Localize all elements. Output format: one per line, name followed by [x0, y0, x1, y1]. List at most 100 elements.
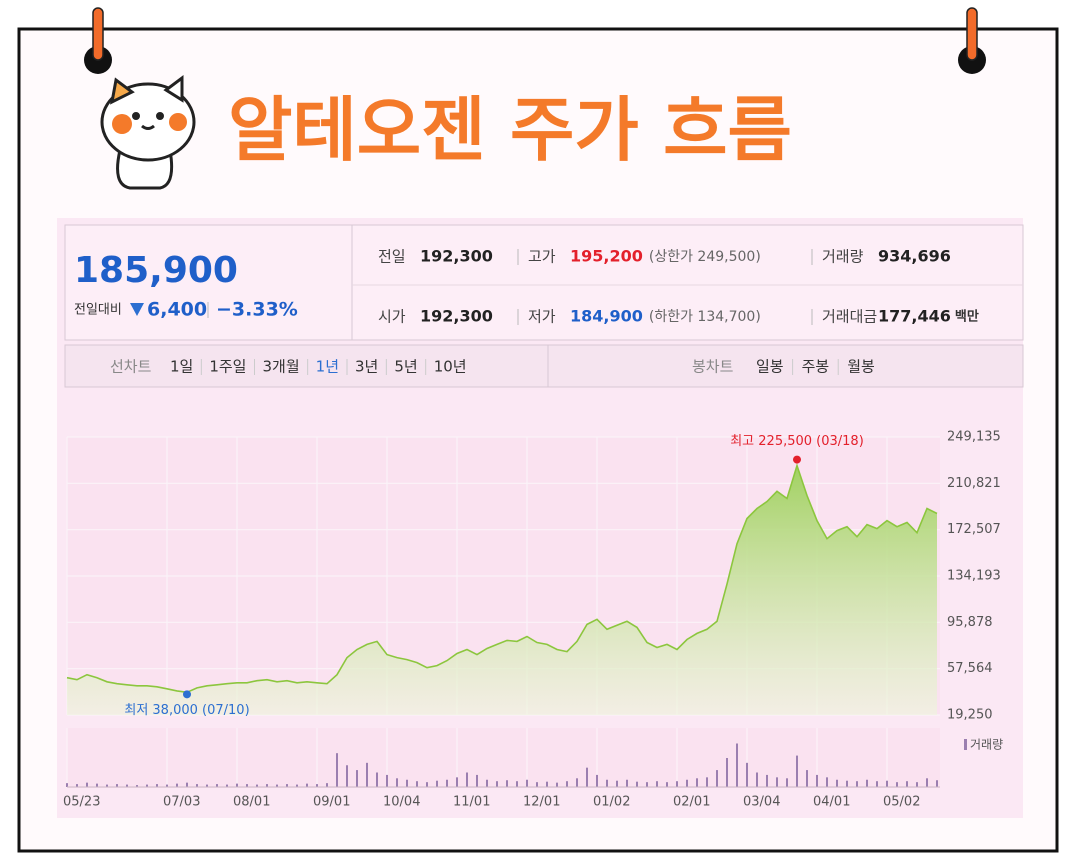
- extreme-marker: [793, 455, 801, 464]
- volume-bar: [736, 743, 738, 787]
- quote-note: (상한가 249,500): [649, 249, 761, 265]
- volume-bar: [306, 783, 308, 787]
- volume-bar: [796, 755, 798, 787]
- x-tick-label: 10/04: [383, 795, 420, 810]
- change-label: 전일대비: [74, 303, 122, 318]
- volume-bar: [346, 765, 348, 787]
- volume-bar: [356, 770, 358, 787]
- volume-bar: [576, 778, 578, 787]
- volume-bar: [406, 779, 408, 787]
- quote-label: 거래량: [822, 248, 864, 266]
- volume-bar: [666, 782, 668, 787]
- volume-bar: [496, 781, 498, 787]
- period-tab[interactable]: 1년: [316, 358, 339, 376]
- volume-bar: [936, 780, 938, 787]
- legend-swatch: [964, 739, 967, 750]
- annotation: 최저 38,000 (07/10): [124, 703, 249, 718]
- y-tick-label: 95,878: [947, 615, 993, 630]
- volume-bar: [676, 781, 678, 787]
- volume-bar: [866, 779, 868, 787]
- volume-bar: [476, 774, 478, 787]
- volume-bar: [326, 783, 328, 787]
- period-tab[interactable]: 1일: [170, 358, 193, 376]
- x-tick-label: 01/02: [593, 795, 630, 810]
- volume-bar: [76, 784, 78, 787]
- volume-bar: [196, 784, 198, 787]
- quote-label: 저가: [528, 308, 556, 326]
- volume-bar: [486, 779, 488, 787]
- period-tab[interactable]: 1주일: [209, 358, 246, 376]
- volume-bar: [826, 777, 828, 787]
- change: 6,400: [147, 299, 207, 321]
- volume-bar: [766, 774, 768, 787]
- y-tick-label: 172,507: [947, 522, 1001, 537]
- volume-bar: [886, 780, 888, 787]
- quote-label: 고가: [528, 248, 556, 266]
- period-tab[interactable]: 3개월: [263, 358, 300, 376]
- x-tick-label: 05/23: [63, 795, 100, 810]
- volume-bar: [106, 784, 108, 787]
- volume-bar: [116, 784, 118, 787]
- volume-bar: [336, 753, 338, 787]
- binder-ring: [84, 7, 986, 74]
- tab-group-label: 봉차트: [692, 358, 734, 376]
- y-tick-label: 19,250: [947, 708, 993, 723]
- volume-bar: [846, 780, 848, 787]
- candle-tab[interactable]: 월봉: [847, 358, 875, 376]
- volume-bar: [786, 778, 788, 787]
- volume-bar: [696, 778, 698, 787]
- tab-bar: [64, 344, 1024, 388]
- volume-bar: [366, 762, 368, 787]
- candle-tab[interactable]: 일봉: [756, 358, 784, 376]
- volume-bar: [626, 779, 628, 787]
- quote-label: 거래대금: [822, 308, 877, 326]
- x-tick-label: 08/01: [233, 795, 270, 810]
- x-tick-label: 11/01: [453, 795, 490, 810]
- volume-bar: [756, 772, 758, 787]
- volume-bar: [256, 784, 258, 787]
- volume-bar: [166, 784, 168, 787]
- volume-bar: [206, 784, 208, 787]
- x-tick-label: 05/02: [883, 795, 920, 810]
- volume-bar: [726, 758, 728, 787]
- period-tab[interactable]: 10년: [434, 358, 467, 376]
- page-title: 알테오젠 주가 흐름: [228, 89, 792, 171]
- candle-tab[interactable]: 주봉: [802, 358, 830, 376]
- volume-bar: [296, 784, 298, 787]
- volume-bar: [616, 780, 618, 787]
- x-tick-label: 07/03: [163, 795, 200, 810]
- y-tick-label: 210,821: [947, 476, 1001, 491]
- volume-bar: [556, 782, 558, 787]
- volume-bar: [646, 782, 648, 787]
- period-tab[interactable]: 5년: [394, 358, 417, 376]
- quote-value: 177,446: [878, 307, 951, 326]
- price: 185,900: [74, 250, 238, 291]
- volume-bar: [126, 784, 128, 787]
- volume-bar: [586, 767, 588, 787]
- volume-bar: [716, 770, 718, 787]
- volume-bar: [96, 783, 98, 787]
- volume-bar: [246, 784, 248, 787]
- volume-area: [67, 728, 940, 788]
- volume-bar: [426, 782, 428, 787]
- volume-bar: [776, 777, 778, 787]
- volume-bar: [916, 782, 918, 787]
- volume-bar: [396, 778, 398, 787]
- volume-bar: [176, 783, 178, 787]
- volume-bar: [926, 778, 928, 787]
- volume-bar: [546, 781, 548, 787]
- x-tick-label: 04/01: [813, 795, 850, 810]
- volume-bar: [656, 781, 658, 787]
- volume-bar: [216, 784, 218, 787]
- volume-bar: [416, 781, 418, 787]
- volume-bar: [906, 781, 908, 787]
- volume-bar: [566, 781, 568, 787]
- volume-bar: [446, 779, 448, 787]
- volume-bar: [636, 781, 638, 787]
- volume-bar: [516, 781, 518, 787]
- volume-bar: [86, 782, 88, 787]
- down-arrow: [130, 303, 144, 316]
- volume-bar: [186, 782, 188, 787]
- period-tab[interactable]: 3년: [355, 358, 378, 376]
